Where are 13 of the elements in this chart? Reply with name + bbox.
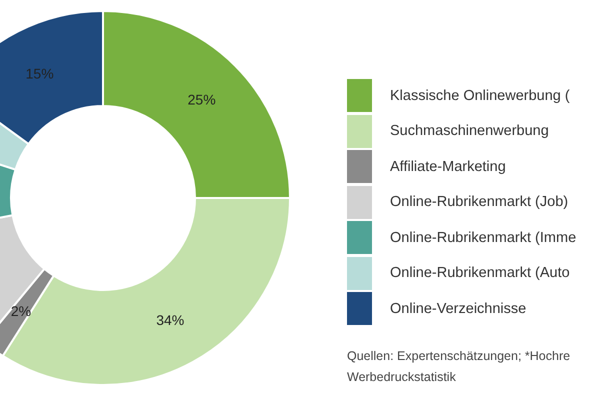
data-label: 34% (156, 312, 184, 328)
data-label: 25% (188, 91, 216, 108)
legend-label: Online-Rubrikenmarkt (Auto (390, 265, 570, 282)
legend-label: Online-Rubrikenmarkt (Imme (390, 230, 576, 246)
legend-label: Online-Verzeichnisse (390, 300, 526, 317)
text: Werbedruckstatistik (347, 369, 457, 386)
legend-label: Suchmaschinenwerbung (390, 123, 549, 140)
legend-label: Online-Rubrikenmarkt (Job) (390, 194, 568, 210)
legend-label: Klassische Onlinewerbung ( (390, 88, 570, 104)
source-note: Quellen: Expertenschätzungen; *Hochre (347, 348, 570, 365)
data-label: 2% (10, 302, 32, 319)
data-label: 15% (26, 66, 54, 82)
legend-label: Affiliate-Marketing (390, 158, 506, 175)
